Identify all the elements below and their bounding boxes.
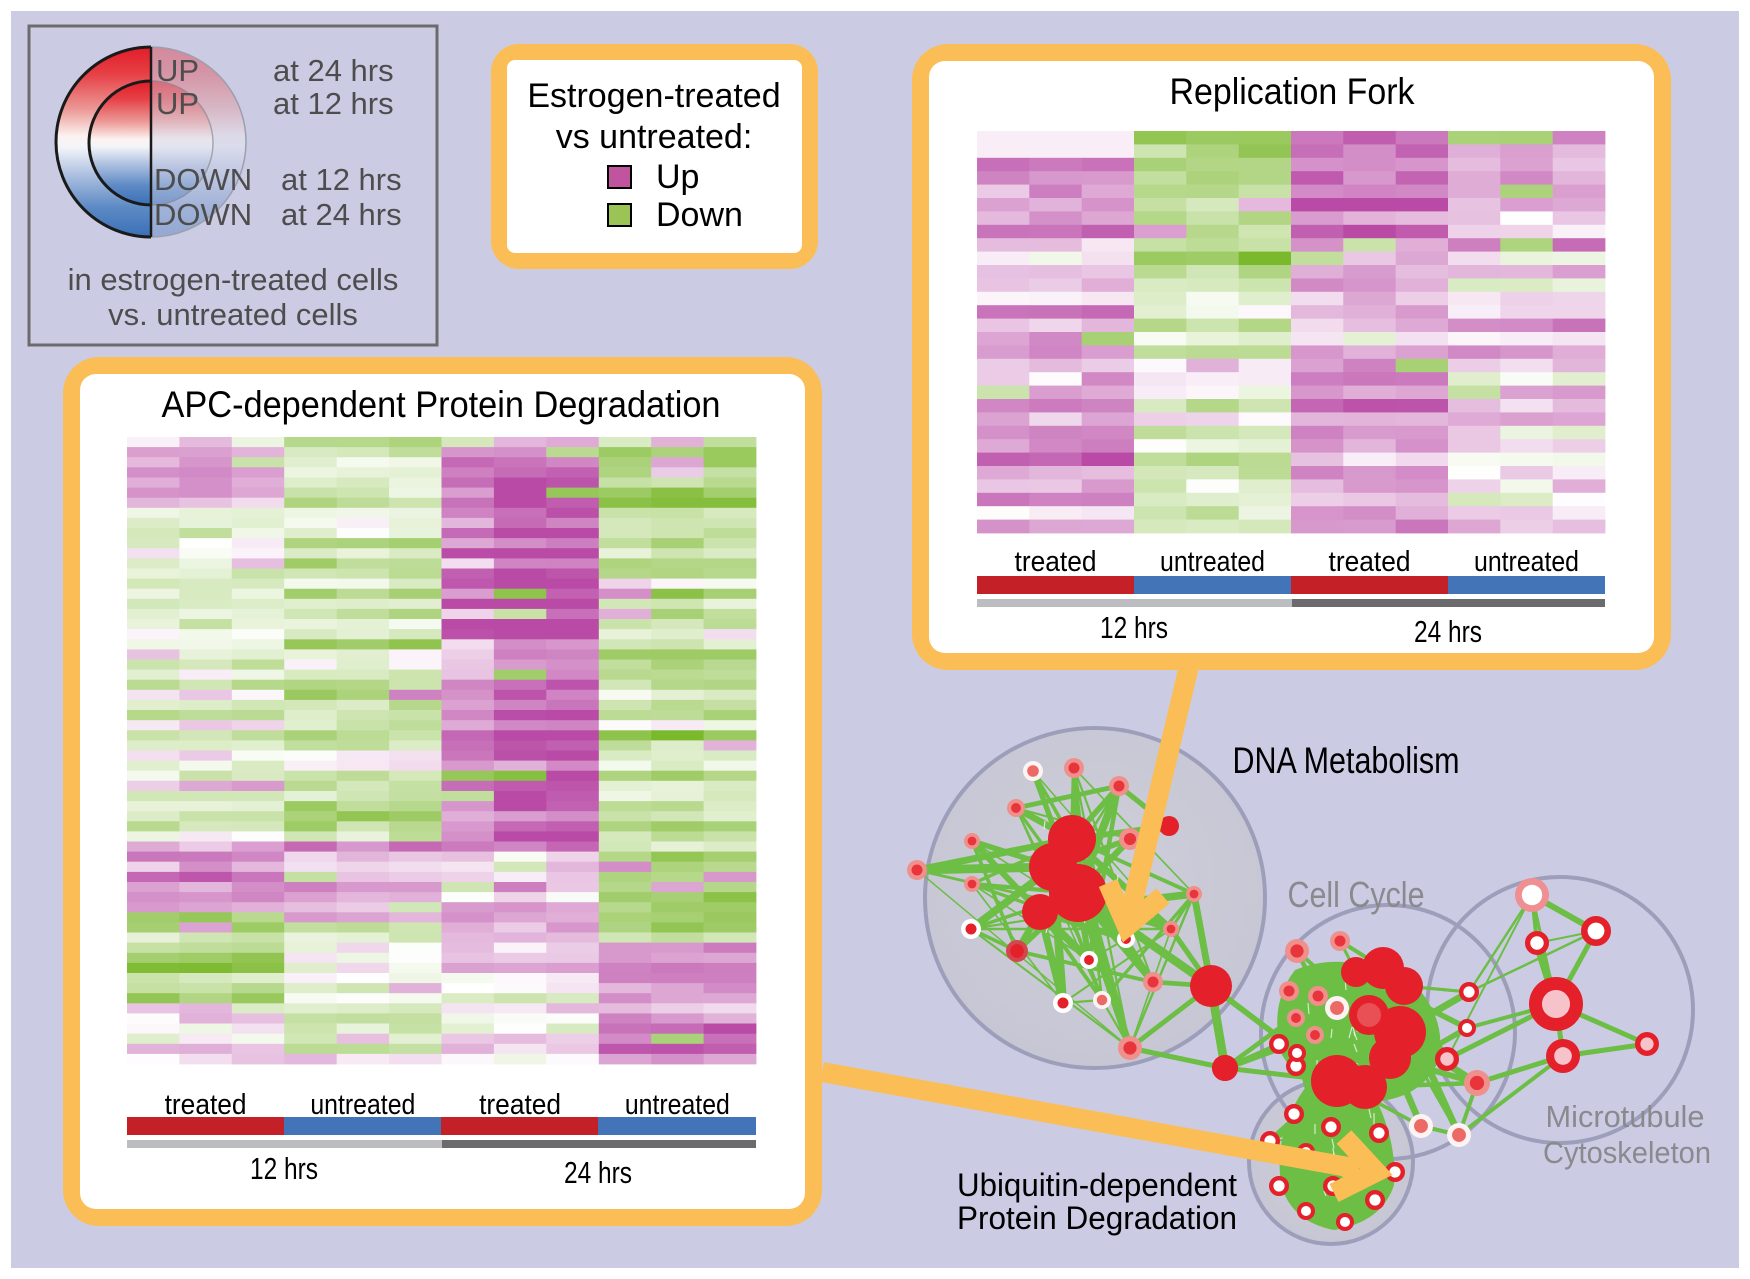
svg-text:DOWN: DOWN — [154, 197, 252, 232]
svg-text:vs. untreated cells: vs. untreated cells — [108, 297, 358, 332]
svg-text:24 hrs: 24 hrs — [1414, 614, 1482, 649]
svg-text:treated: treated — [1015, 546, 1097, 578]
svg-text:Cytoskeleton: Cytoskeleton — [1543, 1135, 1711, 1170]
svg-text:APC-dependent Protein Degradat: APC-dependent Protein Degradation — [162, 384, 721, 425]
svg-text:Replication Fork: Replication Fork — [1170, 71, 1415, 112]
svg-text:Estrogen-treated: Estrogen-treated — [527, 77, 780, 115]
svg-text:treated: treated — [1329, 546, 1411, 578]
svg-text:DNA Metabolism: DNA Metabolism — [1233, 740, 1460, 781]
svg-text:untreated: untreated — [310, 1089, 415, 1121]
svg-text:at 24 hrs: at 24 hrs — [281, 197, 402, 232]
svg-text:at 12 hrs: at 12 hrs — [281, 162, 402, 197]
svg-text:vs untreated:: vs untreated: — [556, 118, 753, 156]
svg-text:untreated: untreated — [1160, 546, 1265, 578]
svg-text:UP: UP — [156, 86, 199, 121]
svg-text:at 24 hrs: at 24 hrs — [273, 53, 394, 88]
svg-text:treated: treated — [165, 1089, 247, 1121]
svg-text:Cell Cycle: Cell Cycle — [1288, 874, 1425, 915]
svg-text:12 hrs: 12 hrs — [1100, 610, 1168, 645]
svg-text:in estrogen-treated cells: in estrogen-treated cells — [68, 262, 399, 297]
svg-text:Down: Down — [656, 196, 743, 234]
svg-text:Up: Up — [656, 158, 699, 196]
svg-text:12 hrs: 12 hrs — [250, 1151, 318, 1186]
svg-text:Protein Degradation: Protein Degradation — [957, 1200, 1237, 1236]
svg-text:at 12 hrs: at 12 hrs — [273, 86, 394, 121]
svg-text:untreated: untreated — [625, 1089, 730, 1121]
svg-text:24 hrs: 24 hrs — [564, 1155, 632, 1190]
svg-text:UP: UP — [156, 53, 199, 88]
svg-text:Ubiquitin-dependent: Ubiquitin-dependent — [957, 1167, 1237, 1203]
svg-text:DOWN: DOWN — [154, 162, 252, 197]
svg-text:Microtubule: Microtubule — [1546, 1099, 1705, 1134]
svg-text:untreated: untreated — [1474, 546, 1579, 578]
svg-text:treated: treated — [479, 1089, 561, 1121]
